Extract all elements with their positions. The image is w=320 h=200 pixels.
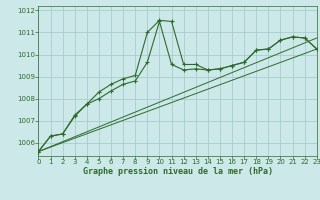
X-axis label: Graphe pression niveau de la mer (hPa): Graphe pression niveau de la mer (hPa) (83, 167, 273, 176)
